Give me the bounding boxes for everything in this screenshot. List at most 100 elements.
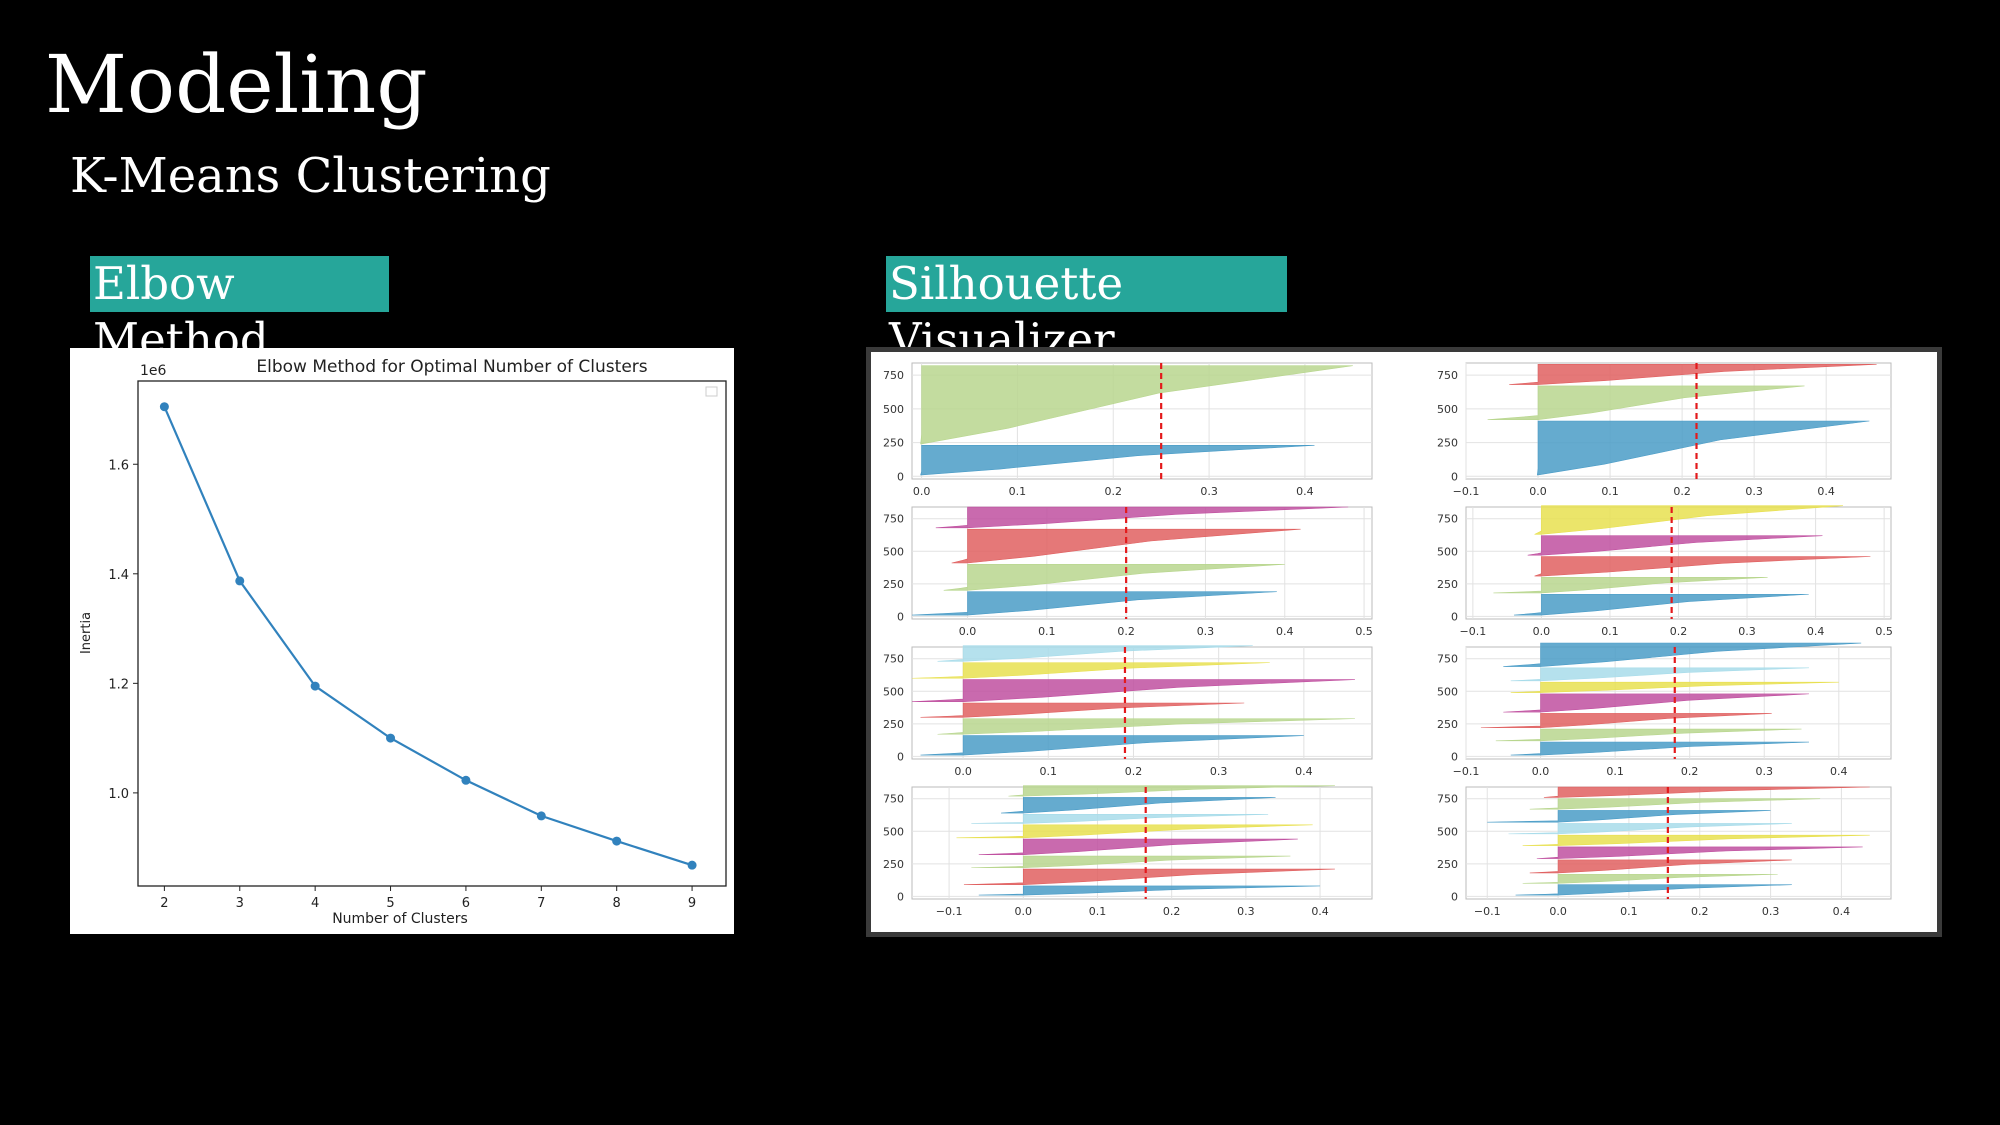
silhouette-x-tick-label: 0.0 [1532, 765, 1550, 778]
silhouette-x-tick-label: 0.3 [1762, 905, 1780, 918]
slide-title: Modeling [45, 38, 428, 131]
silhouette-x-tick-label: 0.4 [1830, 765, 1848, 778]
silhouette-x-tick-label: 0.3 [1738, 625, 1756, 638]
elbow-data-point [310, 681, 320, 691]
elbow-plot-frame [137, 380, 727, 887]
silhouette-cluster [937, 718, 1355, 735]
silhouette-y-tick-label: 250 [883, 437, 904, 450]
silhouette-x-tick-label: 0.4 [1807, 625, 1825, 638]
elbow-y-tick-label: 1.6 [108, 458, 129, 473]
silhouette-y-tick-label: 250 [1437, 858, 1458, 871]
silhouette-cluster [937, 645, 1253, 662]
elbow-x-tick-label: 9 [688, 896, 696, 911]
silhouette-x-tick-label: 0.4 [1833, 905, 1851, 918]
silhouette-cluster [1527, 535, 1823, 556]
silhouette-cluster [920, 702, 1245, 718]
silhouette-cluster [920, 444, 1315, 476]
silhouette-y-tick-label: 750 [1437, 653, 1458, 666]
silhouette-x-tick-label: 0.0 [1015, 905, 1032, 918]
silhouette-cluster [1536, 420, 1870, 476]
elbow-data-point [687, 860, 697, 870]
elbow-y-tick-label: 1.4 [108, 568, 129, 583]
silhouette-y-tick-label: 250 [1437, 437, 1458, 450]
silhouette-x-tick-label: 0.0 [913, 485, 931, 498]
elbow-y-tick-label: 1.0 [108, 787, 129, 802]
silhouette-subplot: 0.0 0.1 0.2 0.3 0.4 0 250 500 750 [883, 645, 1373, 778]
silhouette-x-tick-label: 0.3 [1237, 905, 1255, 918]
silhouette-grid: 0.0 0.1 0.2 0.3 0.4 0 250 500 750 −0.1 0.0 0.1 0.2 0.… [883, 362, 1893, 918]
silhouette-x-tick-label: −0.1 [1453, 485, 1480, 498]
silhouette-cluster [971, 814, 1269, 824]
silhouette-subplot: 0.0 0.1 0.2 0.3 0.4 0.5 0 250 500 750 [883, 506, 1373, 638]
silhouette-x-tick-label: 0.0 [1549, 905, 1567, 918]
silhouette-cluster [1536, 846, 1863, 859]
silhouette-x-tick-label: 0.3 [1200, 485, 1218, 498]
silhouette-cluster [1510, 681, 1839, 693]
silhouette-x-tick-label: 0.1 [1089, 905, 1107, 918]
silhouette-y-tick-label: 750 [883, 513, 904, 526]
silhouette-cluster [1493, 577, 1768, 594]
silhouette-cluster [951, 528, 1301, 564]
silhouette-x-tick-label: 0.2 [1125, 765, 1143, 778]
silhouette-y-tick-label: 0 [1451, 890, 1458, 903]
silhouette-x-tick-label: 0.3 [1210, 765, 1228, 778]
silhouette-cluster [1513, 593, 1809, 616]
elbow-x-tick-label: 4 [311, 896, 319, 911]
silhouette-cluster [956, 824, 1313, 839]
silhouette-x-tick-label: 0.4 [1295, 765, 1313, 778]
silhouette-x-tick-label: 0.1 [1009, 485, 1026, 498]
silhouette-subplot: −0.1 0.0 0.1 0.2 0.3 0.4 0 250 500 750 [1437, 786, 1892, 918]
elbow-x-tick-label: 5 [386, 896, 394, 911]
silhouette-x-tick-label: −0.1 [1453, 765, 1480, 778]
silhouette-cluster [911, 679, 1355, 702]
silhouette-cluster [978, 838, 1298, 856]
silhouette-cluster [1522, 873, 1778, 884]
elbow-y-axis-label: Inertia [79, 612, 94, 654]
silhouette-cluster [1487, 385, 1805, 420]
elbow-x-tick-label: 3 [236, 896, 244, 911]
silhouette-y-tick-label: 250 [1437, 578, 1458, 591]
elbow-series-line [163, 406, 693, 867]
silhouette-y-tick-label: 500 [1437, 825, 1458, 838]
silhouette-cluster [943, 564, 1285, 591]
elbow-chart: Elbow Method for Optimal Number of Clust… [79, 357, 727, 927]
silhouette-y-tick-label: 500 [1437, 403, 1458, 416]
elbow-x-axis-label: Number of Clusters [332, 911, 468, 927]
silhouette-subplot: 0.0 0.1 0.2 0.3 0.4 0 250 500 750 [883, 362, 1373, 498]
silhouette-y-tick-label: 0 [897, 610, 904, 623]
silhouette-x-tick-label: 0.3 [1197, 625, 1215, 638]
silhouette-x-tick-label: 0.2 [1691, 905, 1709, 918]
silhouette-y-tick-label: 750 [1437, 369, 1458, 382]
silhouette-y-tick-label: 500 [883, 545, 904, 558]
silhouette-x-tick-label: 0.1 [1606, 765, 1624, 778]
elbow-data-point [235, 576, 245, 586]
silhouette-x-tick-label: 0.2 [1670, 625, 1688, 638]
silhouette-y-tick-label: 500 [1437, 685, 1458, 698]
silhouette-cluster [1534, 556, 1871, 577]
silhouette-x-tick-label: 0.4 [1817, 485, 1835, 498]
silhouette-cluster [935, 506, 1349, 529]
silhouette-x-tick-label: 0.0 [959, 625, 977, 638]
silhouette-y-tick-label: 0 [897, 470, 904, 483]
elbow-data-point [461, 775, 471, 785]
silhouette-cluster [1529, 859, 1792, 874]
silhouette-cluster [978, 885, 1321, 896]
silhouette-cluster [1480, 713, 1772, 729]
silhouette-x-tick-label: −0.1 [936, 905, 963, 918]
silhouette-cluster [911, 591, 1277, 616]
elbow-method-label: Elbow Method [90, 256, 389, 366]
silhouette-y-tick-label: 500 [883, 825, 904, 838]
silhouette-cluster [1508, 823, 1792, 835]
silhouette-y-tick-label: 500 [1437, 545, 1458, 558]
silhouette-subplot: −0.1 0.0 0.1 0.2 0.3 0.4 0 250 500 750 [1437, 362, 1892, 498]
silhouette-y-tick-label: 750 [883, 369, 904, 382]
silhouette-cluster [1509, 364, 1877, 385]
silhouette-cluster [1503, 693, 1809, 713]
silhouette-x-tick-label: 0.4 [1296, 485, 1314, 498]
silhouette-y-tick-label: 250 [883, 578, 904, 591]
silhouette-panel: 0.0 0.1 0.2 0.3 0.4 0 250 500 750 −0.1 0.0 0.1 0.2 0.… [866, 347, 1942, 937]
silhouette-cluster [1529, 798, 1821, 810]
silhouette-cluster [1510, 741, 1809, 756]
silhouette-cluster [1001, 797, 1276, 814]
silhouette-subplot: −0.1 0.0 0.1 0.2 0.3 0.4 0 250 500 750 [883, 785, 1373, 918]
